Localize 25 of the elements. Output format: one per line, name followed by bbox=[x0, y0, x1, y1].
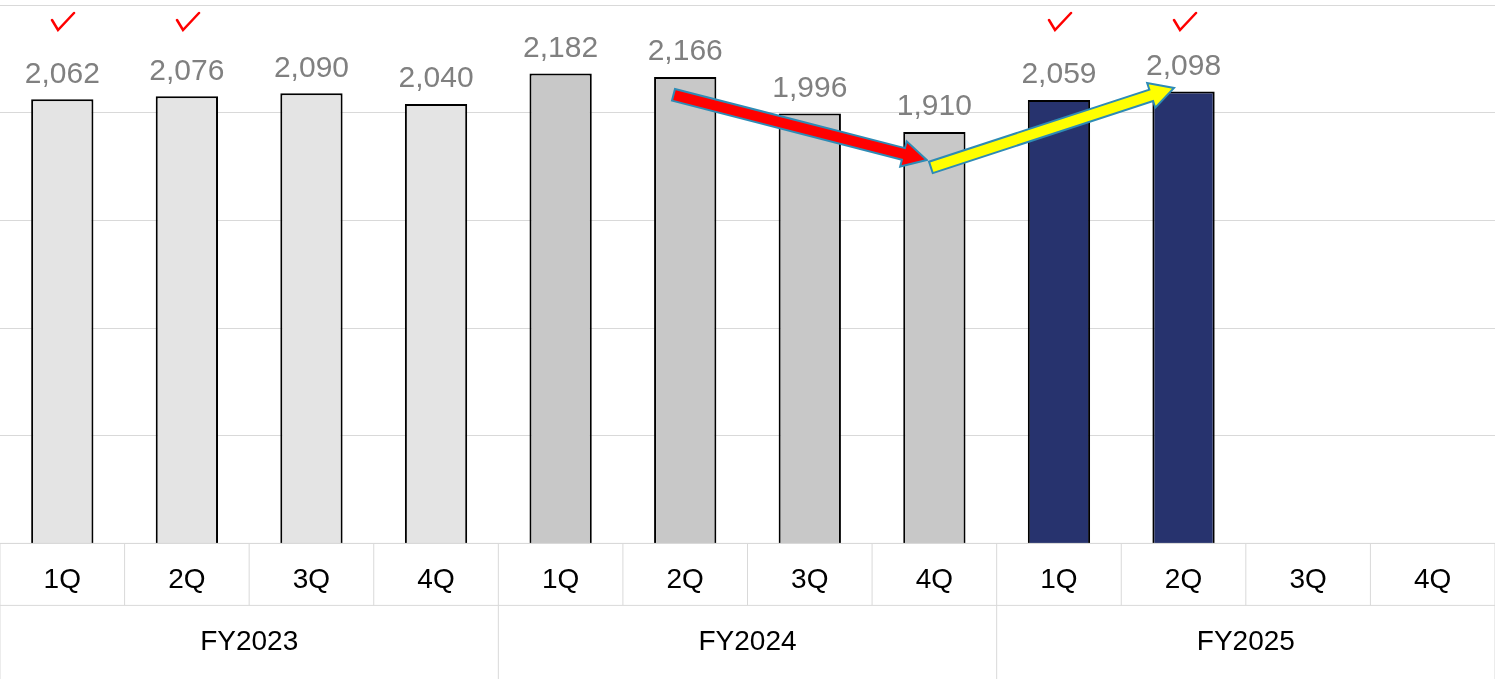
data-label: 2,059 bbox=[1021, 56, 1097, 90]
x-tick-label: 3Q bbox=[292, 562, 331, 594]
x-tick-label: 2Q bbox=[168, 562, 206, 594]
x-tick-label: 4Q bbox=[915, 562, 954, 594]
data-label: 2,098 bbox=[1146, 47, 1222, 81]
text: FY2024 bbox=[698, 624, 797, 656]
x-tick-label: 2Q bbox=[666, 562, 704, 594]
x-tick-label: 2Q bbox=[1164, 562, 1203, 594]
x-tick-label: 1Q bbox=[43, 562, 81, 594]
x-tick-label: 4Q bbox=[1414, 562, 1452, 594]
x-tick-label: 3Q bbox=[791, 562, 829, 594]
data-label: 2,166 bbox=[647, 33, 723, 67]
x-tick-label: 1Q bbox=[541, 562, 580, 594]
data-label: 2,062 bbox=[24, 55, 100, 89]
data-label: 1,996 bbox=[772, 69, 848, 103]
data-label: 2,090 bbox=[273, 49, 349, 83]
x-tick-label: 3Q bbox=[1289, 562, 1327, 594]
data-label: 2,076 bbox=[149, 52, 225, 86]
data-label: 1,910 bbox=[896, 88, 972, 122]
text: FY2025 bbox=[1196, 624, 1295, 656]
text: FY2023 bbox=[200, 624, 299, 656]
x-tick-label: 4Q bbox=[417, 562, 455, 594]
x-tick-label: 1Q bbox=[1040, 562, 1078, 594]
data-label: 2,182 bbox=[523, 29, 599, 63]
data-label: 2,040 bbox=[398, 60, 474, 94]
